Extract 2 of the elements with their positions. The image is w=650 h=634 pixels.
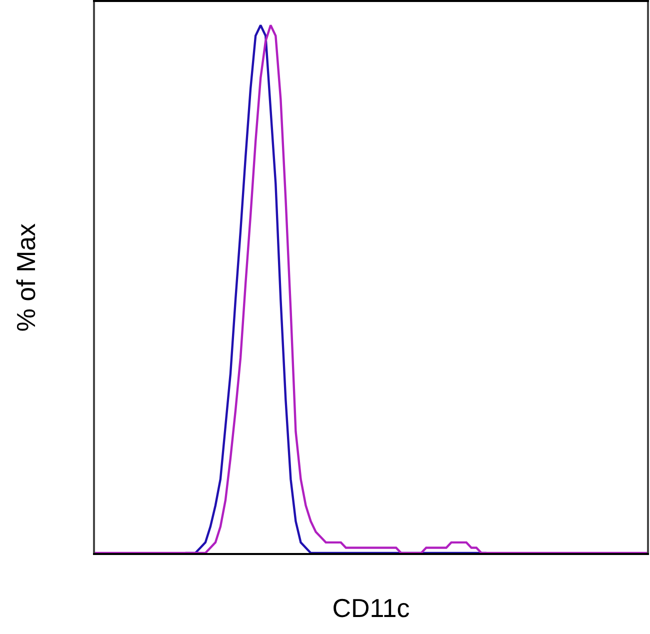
x-axis-title: CD11c <box>332 593 410 623</box>
y-axis-title: % of Max <box>10 223 41 332</box>
